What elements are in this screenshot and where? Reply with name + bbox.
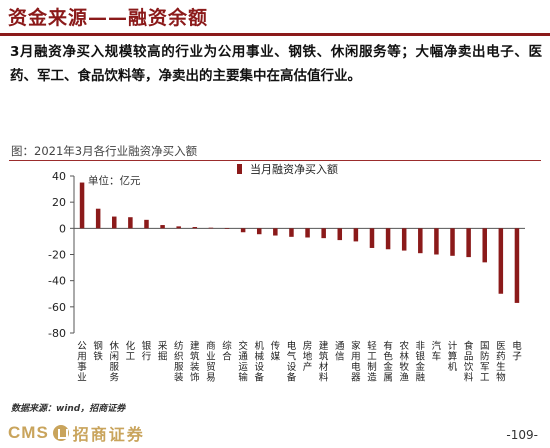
x-tick-label: 纺织服装: [174, 340, 184, 384]
x-tick-label: 非银金融: [416, 340, 426, 384]
x-tick-label: 建筑材料: [319, 340, 329, 384]
logo-text: CMS: [8, 423, 49, 442]
bar: [160, 225, 165, 229]
x-tick-label: 国防军工: [480, 341, 490, 384]
logo-mark-icon: [52, 425, 69, 441]
bar: [240, 228, 246, 233]
page-number: -109-: [506, 428, 538, 442]
bar: [321, 228, 326, 239]
x-tick-label: 电子: [512, 340, 522, 363]
x-tick-label: 休闲服务: [110, 340, 120, 384]
figure-caption: 图：2021年3月各行业融资净买入额: [11, 144, 198, 158]
x-tick-label: 机械设备: [254, 340, 264, 384]
bar: [337, 228, 343, 241]
y-tick-label: 0: [59, 222, 66, 235]
bar: [498, 228, 504, 294]
x-tick-label: 电气设备: [287, 340, 297, 384]
bar: [112, 216, 117, 229]
bar: [128, 217, 133, 229]
legend-swatch: [237, 164, 242, 174]
legend: 当月融资净买入额: [237, 162, 338, 176]
logo-chinese-name: 招商证券: [72, 425, 145, 444]
bar: [273, 228, 278, 236]
bar: [176, 226, 181, 229]
bar: [450, 228, 455, 256]
y-tick-label: -60: [48, 301, 66, 314]
bar: [224, 228, 230, 229]
bars: [79, 182, 520, 303]
x-axis-labels: 公用事业钢铁休闲服务化工银行采掘纺织服装建筑装饰商业贸易综合交通运输机械设备传媒…: [77, 340, 522, 384]
x-tick-label: 有色金属: [383, 340, 393, 384]
x-tick-label: 采掘: [158, 341, 168, 363]
bar: [305, 228, 310, 238]
x-tick-label: 食品饮料: [464, 340, 474, 384]
slide-title: 资金来源——融资余额: [8, 7, 209, 29]
x-tick-label: 医药生物: [496, 341, 506, 384]
summary-text: 3月融资净买入规模较高的行业为公用事业、钢铁、休闲服务等；大幅净卖出电子、医药、…: [10, 44, 542, 84]
bar: [369, 228, 375, 248]
bar: [256, 228, 262, 235]
x-tick-label: 传媒: [271, 340, 281, 363]
bar: [482, 228, 487, 263]
x-tick-label: 汽车: [432, 340, 442, 363]
y-tick-label: -20: [48, 249, 66, 262]
y-axis: 40 20 0 -20 -40 -60 -80: [48, 170, 525, 340]
x-tick-label: 交通运输: [238, 340, 248, 384]
x-tick-label: 建筑装饰: [190, 340, 200, 384]
bar: [289, 228, 294, 237]
y-tick-label: 40: [52, 170, 66, 183]
x-tick-label: 化工: [126, 340, 136, 363]
x-tick-label: 钢铁: [93, 340, 103, 363]
caption-divider: [9, 160, 541, 161]
x-tick-label: 综合: [222, 340, 232, 363]
legend-label: 当月融资净买入额: [250, 162, 338, 176]
x-tick-label: 公用事业: [77, 341, 87, 384]
bar: [144, 219, 149, 229]
unit-note: 单位：亿元: [88, 174, 141, 187]
bar: [79, 182, 85, 229]
bar: [514, 228, 520, 303]
x-tick-label: 商业贸易: [206, 340, 216, 384]
bar: [385, 228, 391, 250]
bar: [434, 228, 439, 255]
bar: [192, 227, 198, 229]
bar: [401, 228, 407, 251]
bar: [418, 228, 423, 254]
bar: [208, 227, 214, 229]
x-tick-label: 银行: [142, 340, 152, 363]
y-tick-label: 20: [52, 196, 66, 209]
x-tick-label: 计算机: [448, 340, 458, 373]
y-tick-label: -40: [48, 275, 66, 288]
title-divider: [0, 33, 550, 36]
company-logo: CMS 招商证券: [8, 423, 145, 444]
x-tick-label: 轻工制造: [367, 340, 377, 384]
bar: [466, 228, 471, 258]
bar: [353, 228, 359, 242]
data-source: 数据来源：wind，招商证券: [11, 404, 126, 414]
x-tick-label: 房地产: [303, 340, 313, 373]
bar: [95, 208, 101, 229]
y-tick-label: -80: [48, 327, 66, 340]
x-tick-label: 家用电器: [351, 340, 361, 384]
x-tick-label: 通信: [335, 341, 345, 363]
x-tick-label: 农林牧渔: [399, 340, 409, 384]
